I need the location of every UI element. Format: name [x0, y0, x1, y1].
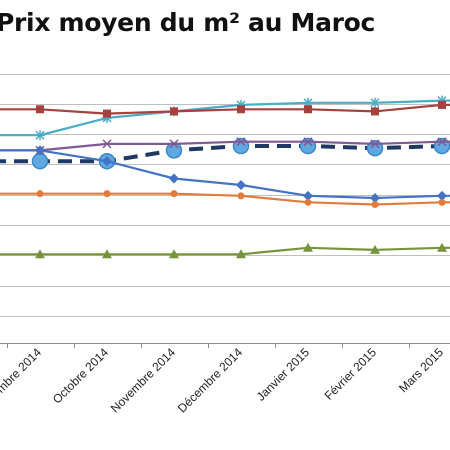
- data-point-circle: [304, 198, 312, 206]
- data-point-square: [371, 107, 379, 116]
- data-point-diamond: [169, 173, 179, 184]
- data-point-circle-large: [31, 152, 49, 170]
- data-point-circle: [103, 190, 111, 198]
- series-5: [0, 145, 450, 203]
- x-tick-label: Février 2015: [322, 345, 380, 403]
- data-point-square: [438, 100, 446, 109]
- series-line: [0, 99, 450, 137]
- data-point-x: [236, 137, 246, 147]
- x-tick-label: Décembre 2014: [175, 345, 246, 416]
- data-point-star: [35, 130, 45, 141]
- data-point-circle-large: [165, 142, 183, 159]
- data-point-star: [370, 97, 380, 108]
- data-point-diamond: [437, 190, 447, 201]
- data-point-x: [102, 139, 112, 149]
- series-4: [0, 137, 450, 155]
- data-point-circle: [36, 190, 44, 198]
- data-point-circle: [371, 200, 379, 208]
- data-point-triangle: [236, 249, 246, 259]
- x-tick-label: Novembre 2014: [108, 345, 179, 416]
- data-point-triangle: [437, 242, 447, 252]
- data-point-triangle: [102, 249, 112, 259]
- series-2: [0, 95, 450, 141]
- x-tick-label: Janvier 2015: [254, 345, 313, 404]
- data-point-x: [303, 137, 313, 147]
- data-point-diamond: [236, 180, 246, 191]
- series-3: [0, 100, 450, 118]
- data-point-x: [370, 139, 380, 149]
- data-point-diamond: [303, 190, 313, 201]
- data-point-triangle: [35, 249, 45, 259]
- chart-title: Prix moyen du m² au Maroc: [0, 8, 376, 37]
- data-point-circle: [438, 198, 446, 206]
- data-point-square: [36, 105, 44, 114]
- series-6: [0, 190, 450, 208]
- data-point-triangle: [370, 244, 380, 254]
- x-tick-label: Octobre 2014: [50, 345, 112, 407]
- data-point-square: [170, 107, 178, 116]
- data-point-triangle: [169, 249, 179, 259]
- series-group: [0, 95, 450, 259]
- data-point-x: [437, 137, 447, 147]
- data-point-circle: [170, 190, 178, 198]
- series-line: [0, 149, 450, 200]
- data-point-diamond: [370, 192, 380, 203]
- x-tick-label: Mars 2015: [396, 345, 446, 395]
- grid-lines: [0, 74, 450, 348]
- x-tick-label: mbre 2014: [0, 345, 44, 396]
- data-point-diamond: [102, 156, 112, 167]
- data-point-square: [304, 105, 312, 114]
- data-point-square: [103, 109, 111, 118]
- series-7: [0, 242, 450, 259]
- data-point-diamond: [35, 145, 45, 156]
- data-point-circle: [237, 192, 245, 200]
- data-point-triangle: [303, 242, 313, 252]
- data-point-square: [237, 105, 245, 114]
- data-point-x: [169, 139, 179, 149]
- series-line: [0, 246, 450, 256]
